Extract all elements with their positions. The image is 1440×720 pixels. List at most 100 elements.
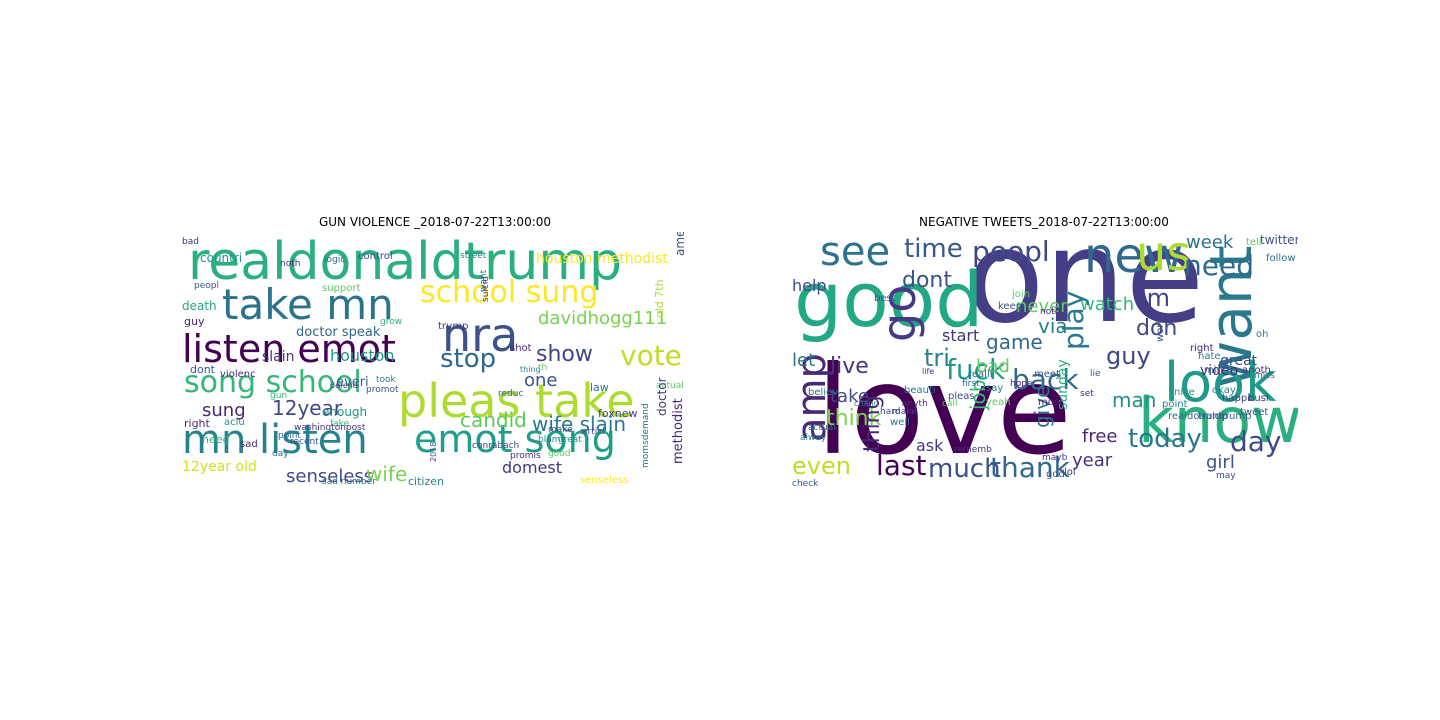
cloud-word: fake: [330, 419, 350, 429]
cloud-word: point: [1162, 399, 1188, 410]
cloud-word: rememb: [954, 445, 992, 455]
cloud-word: street: [460, 251, 487, 261]
cloud-word: senseless: [286, 466, 374, 486]
cloud-word: noth: [1040, 307, 1061, 317]
cloud-word: happi: [1222, 393, 1250, 404]
cloud-word: hope: [1010, 379, 1033, 389]
cloud-word: even: [792, 452, 851, 480]
cloud-word: im: [1140, 284, 1171, 312]
cloud-word: guy: [184, 315, 205, 328]
cloud-word: last: [876, 449, 927, 482]
cloud-word: guy: [1106, 342, 1151, 370]
cloud-word: meet: [1034, 369, 1060, 380]
cloud-word: doctor speak: [296, 325, 381, 340]
figure-gun-violence: GUN VIOLENCE _2018-07-22T13:00:00 realdo…: [180, 212, 690, 486]
cloud-word: citizen: [408, 475, 444, 486]
figure-title: GUN VIOLENCE _2018-07-22T13:00:00: [318, 215, 552, 229]
cloud-word: need: [1184, 249, 1254, 282]
cloud-word: may: [1216, 471, 1236, 481]
cloud-word: noth: [280, 259, 301, 269]
cloud-word: wife slain: [532, 412, 627, 436]
cloud-word: okay: [1212, 385, 1236, 396]
cloud-word: washingtonpost: [294, 423, 366, 433]
cloud-word: set: [1080, 389, 1094, 399]
cloud-word: domest: [502, 458, 562, 477]
cloud-word: never: [1016, 296, 1068, 317]
cloud-word: life: [922, 367, 935, 376]
cloud-word: right: [184, 417, 210, 430]
cloud-word: look: [1164, 351, 1277, 414]
cloud-word: aclu: [224, 417, 245, 428]
cloud-word: 2018: [429, 441, 438, 462]
cloud-word: today: [1128, 424, 1202, 454]
cloud-word: dont: [190, 363, 215, 376]
cloud-word: good: [794, 255, 984, 344]
cloud-word: one: [524, 370, 558, 391]
cloud-word: gun: [270, 391, 288, 401]
cloud-word: best: [874, 293, 896, 304]
cloud-word: enough: [322, 405, 368, 419]
cloud-word: blame: [538, 435, 567, 445]
cloud-word: twitter: [1260, 233, 1298, 247]
cloud-word: peopl: [194, 281, 219, 291]
cloud-word: make: [548, 425, 573, 435]
cloud-word: wife: [366, 462, 408, 486]
cloud-word: help: [792, 276, 827, 295]
cloud-word: mind: [1204, 365, 1230, 376]
cloud-word: lie: [1090, 369, 1101, 379]
cloud-word: sad number: [322, 477, 376, 487]
cloud-word: song school: [184, 365, 362, 400]
cloud-word: watch: [1080, 294, 1135, 315]
cloud-word: lol: [1064, 467, 1076, 478]
cloud-word: houston: [330, 346, 395, 365]
cloud-word: start: [942, 326, 980, 345]
word-cloud: one love good see new us time peopl go want look kn…: [790, 232, 1298, 486]
cloud-word: live: [830, 354, 869, 379]
cloud-word: old 7th: [653, 279, 666, 318]
cloud-word: busi: [1248, 393, 1269, 404]
cloud-word: think: [826, 406, 882, 431]
cloud-word: don: [1136, 316, 1178, 341]
cloud-word: girl: [1206, 452, 1235, 473]
cloud-word: must: [1038, 397, 1064, 408]
cloud-word: day: [1230, 425, 1282, 458]
cloud-word: school sung: [420, 275, 599, 310]
cloud-word: countri: [200, 251, 243, 265]
figure-negative-tweets: NEGATIVE TWEETS_2018-07-22T13:00:00 one l…: [790, 212, 1298, 486]
cloud-word: momsdemand: [641, 403, 651, 468]
cloud-word: right: [1190, 343, 1214, 354]
cloud-word: make: [892, 407, 917, 417]
cloud-word: back: [1012, 363, 1079, 396]
cloud-word: game: [986, 330, 1043, 354]
cloud-word: actual: [656, 381, 684, 391]
cloud-word: nra: [442, 308, 519, 362]
cloud-word: listen emot: [182, 327, 396, 371]
cloud-word: pleas take: [398, 374, 635, 428]
cloud-word: let: [792, 350, 816, 371]
cloud-word: slain: [262, 349, 295, 365]
cloud-word: candid: [460, 408, 527, 432]
cloud-word: day: [272, 449, 289, 459]
cloud-word: sung: [202, 400, 246, 421]
cloud-word: nice: [1174, 387, 1195, 398]
cloud-word: tweet: [1240, 407, 1269, 418]
cloud-word: much: [928, 454, 1001, 484]
cloud-word: love: [816, 340, 1072, 482]
cloud-word: new: [1084, 232, 1184, 284]
cloud-word: say: [986, 383, 1004, 394]
cloud-word: take mn: [222, 280, 394, 329]
cloud-word: alway: [800, 433, 827, 443]
cloud-word: foxnew: [598, 407, 638, 420]
cloud-word: america: [673, 232, 687, 256]
cloud-word: anoth: [1242, 365, 1271, 376]
cloud-word: miss: [1254, 371, 1275, 381]
cloud-word: free: [1082, 426, 1118, 447]
cloud-word: stop: [440, 344, 497, 374]
cloud-word: davidhogg111: [538, 308, 668, 329]
cloud-word: bad: [182, 237, 199, 247]
cloud-word: methodist: [671, 398, 686, 464]
cloud-word: tri: [924, 344, 950, 372]
cloud-word: realdonaldtrump: [188, 232, 623, 292]
cloud-word: chang: [854, 399, 879, 408]
cloud-word: anyth: [902, 399, 928, 409]
